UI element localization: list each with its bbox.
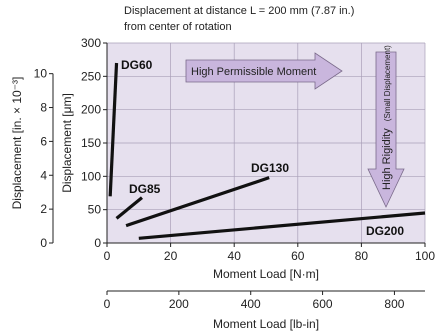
y-tick-label: 100 [81,169,101,183]
x2-tick-label: 400 [241,297,261,311]
series-line-dg60 [108,62,119,197]
series-line-dg130 [125,176,270,228]
x2-tick-label: 600 [313,297,333,311]
chart-title-line1: Displacement at distance L = 200 mm (7.8… [124,5,354,17]
series-label-dg85: DG85 [129,182,161,196]
x2-tick-label: 200 [169,297,189,311]
y2-tick-label: 0 [40,236,47,250]
x-tick-label: 60 [291,249,305,263]
x-tick-label: 0 [104,249,111,263]
series-labels: DG60 DG85 DG130 DG200 [121,58,404,238]
y2-tick-label: 10 [34,67,48,81]
x-axis-label: Moment Load [N·m] [213,267,319,281]
x2-axis-label: Moment Load [lb-in] [213,317,319,331]
x-tick-label: 40 [228,249,242,263]
rigidity-sub-text: (Small Displacement) [383,45,392,121]
chart-title-line2: from center of rotation [124,21,232,33]
high-moment-arrow-label: High Permissible Moment [191,66,316,78]
y2-tick-label: 2 [40,202,47,216]
y-tick-label: 0 [94,236,101,250]
high-rigidity-arrow: High Rigidity (Small Displacement) [367,45,405,208]
y-axis-label: Displacement [μm] [60,93,74,193]
y2-tick-label: 4 [40,168,47,182]
high-rigidity-arrow-label: High Rigidity (Small Displacement) [381,45,393,190]
y-tick-label: 50 [88,203,102,217]
y-tick-label: 200 [81,103,101,117]
y2-tick-label: 8 [40,101,47,115]
y-tick-label: 250 [81,69,101,83]
x2-tick-label: 0 [104,297,111,311]
x2-tick-label: 800 [384,297,404,311]
x-tick-label: 80 [355,249,369,263]
x-tick-label: 100 [415,249,435,263]
series-label-dg200: DG200 [366,224,404,238]
series-line-dg200 [138,211,426,240]
rigidity-main-text: High Rigidity [381,128,393,190]
x-tick-label: 20 [164,249,178,263]
series-line-dg85 [115,196,143,220]
y-tick-label: 300 [81,36,101,50]
series-label-dg130: DG130 [251,161,289,175]
high-rigidity-arrow-shape [367,51,405,208]
series-group [108,62,426,240]
high-moment-arrow: High Permissible Moment [185,52,343,90]
high-moment-arrow-shape [185,52,343,90]
y2-axis-label: Displacement [in. × 10⁻³] [10,77,24,210]
series-label-dg60: DG60 [121,58,153,72]
y2-tick-label: 6 [40,134,47,148]
y-tick-label: 150 [81,136,101,150]
